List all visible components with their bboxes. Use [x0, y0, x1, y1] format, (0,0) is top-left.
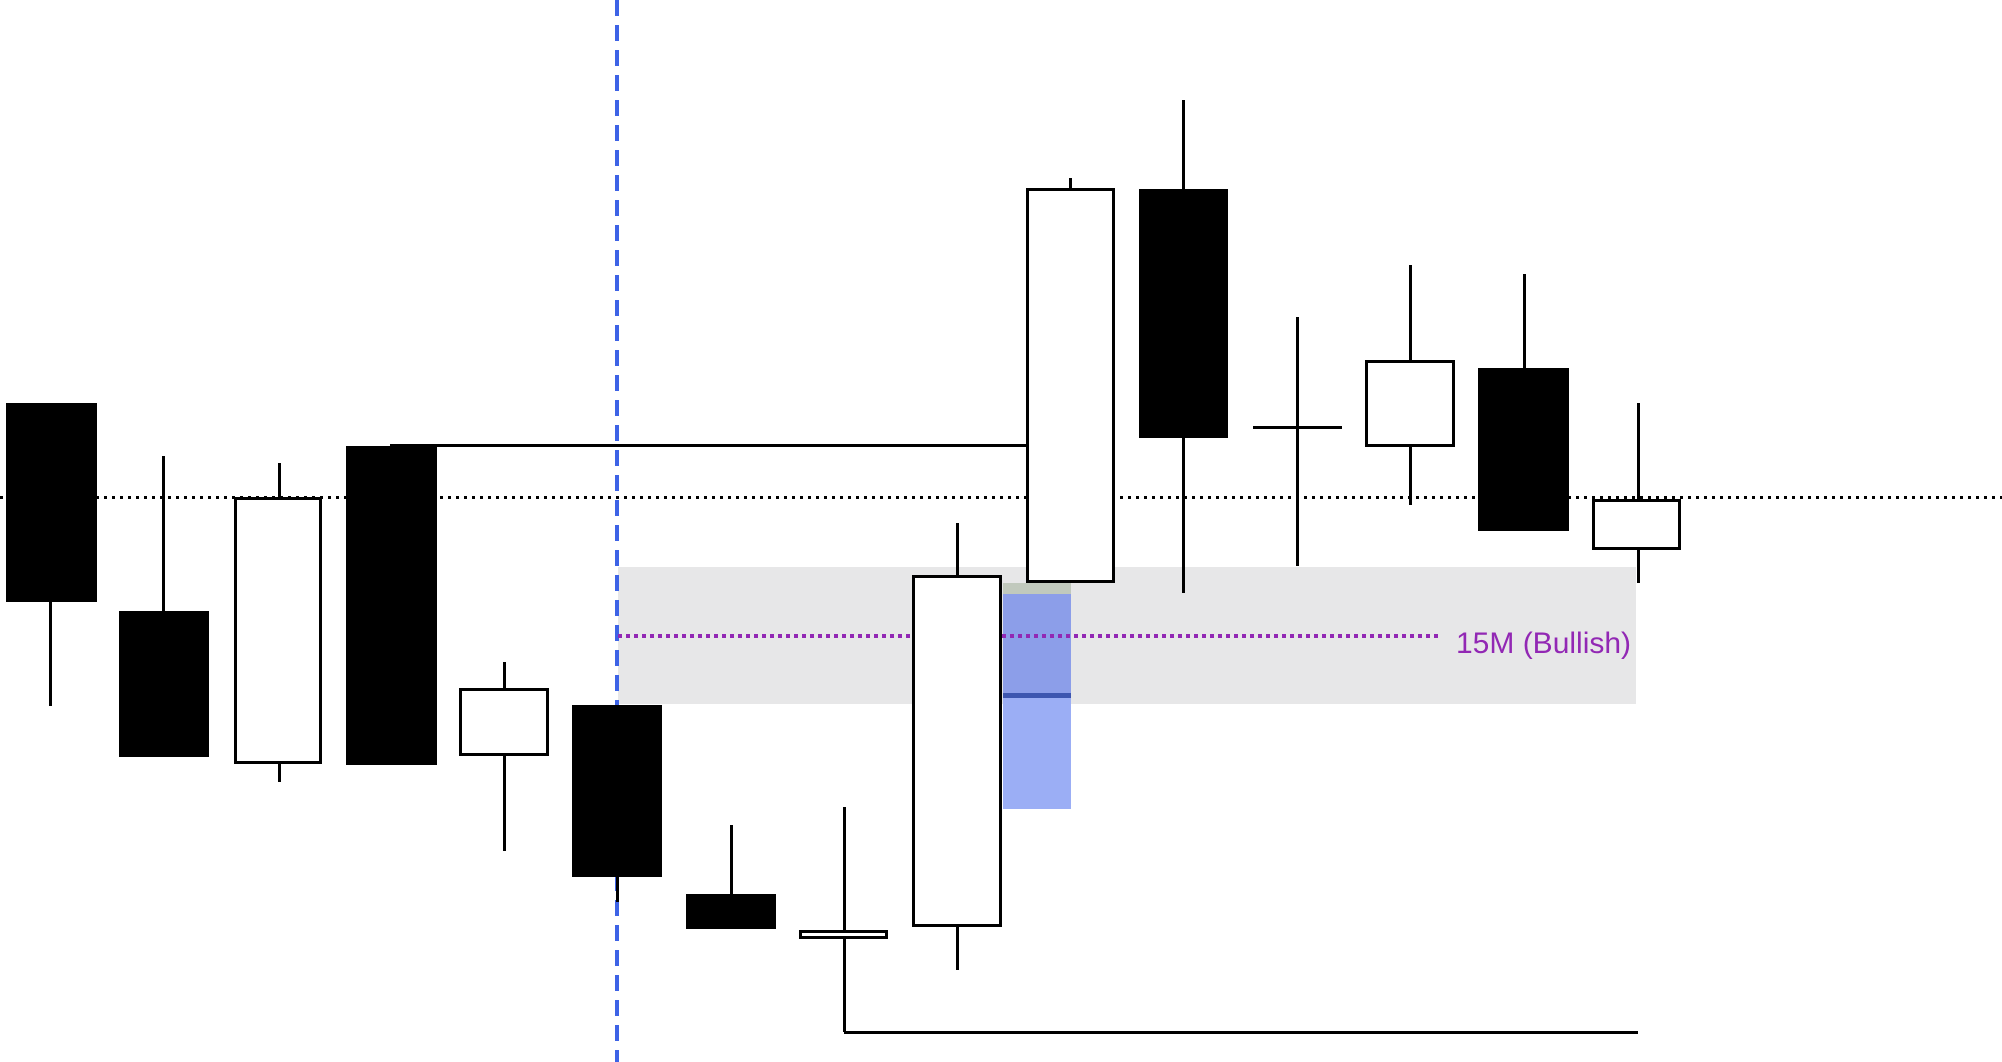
fvg-olive-strip: [1003, 583, 1071, 594]
candle-1-body-bearish: [6, 403, 97, 602]
candle-15-wick: [1637, 403, 1640, 583]
fvg-blue-upper: [1003, 594, 1071, 693]
candle-14-body-bearish: [1478, 368, 1569, 531]
candle-13-body-bullish: [1365, 360, 1455, 447]
candle-7-body-bearish: [686, 894, 776, 929]
fvg-blue-lower: [1003, 698, 1071, 809]
candle-10-body-bullish: [1026, 188, 1115, 583]
liquidity-line-high: [390, 444, 1026, 447]
candle-7-wick: [730, 825, 733, 929]
candle-6-body-bearish: [572, 705, 662, 877]
candle-9-body-bullish: [912, 575, 1002, 927]
candle-2-wick: [162, 456, 165, 757]
candle-5-body-bullish: [459, 688, 549, 756]
candle-8-wick: [843, 807, 846, 1032]
candle-11-body-bearish: [1139, 189, 1228, 438]
candle-15-body-bullish: [1592, 499, 1681, 550]
candle-2-body-bearish: [119, 611, 209, 757]
candle-12-doji-vertical: [1296, 317, 1299, 566]
fvg-navy-midline: [1003, 693, 1071, 698]
candle-4-body-bearish: [346, 446, 437, 765]
candle-5-wick: [503, 662, 506, 851]
candle-8-body-bullish: [799, 930, 888, 939]
zone-mid-dotted: [618, 634, 1440, 638]
candle-12-doji-horizontal: [1253, 426, 1342, 429]
liquidity-line-low: [844, 1031, 1638, 1034]
candle-3-body-bullish: [234, 497, 322, 764]
zone-timeframe-label: 15M (Bullish): [1456, 627, 1632, 660]
price-level-dotted: [0, 496, 2002, 499]
session-open-vline: [615, 0, 619, 1062]
